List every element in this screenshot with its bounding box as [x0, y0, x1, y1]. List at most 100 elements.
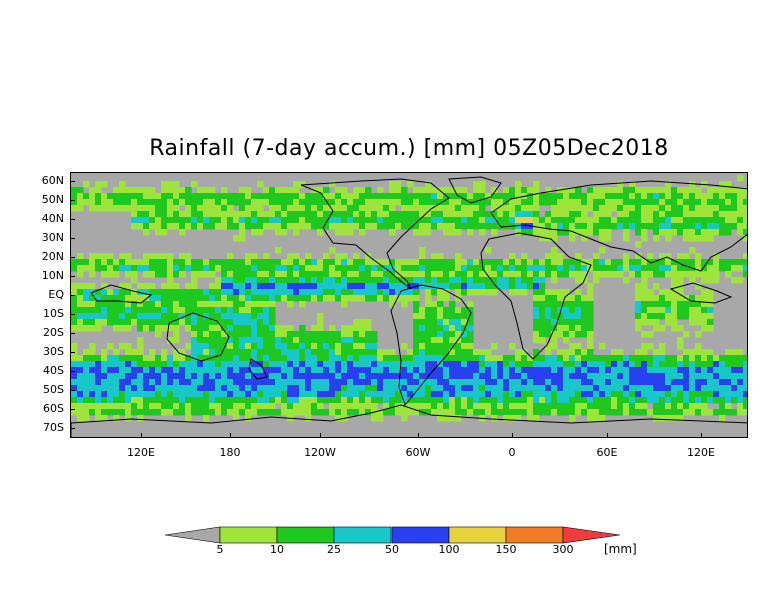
- rain-cell: [503, 217, 510, 224]
- rain-cell: [137, 391, 144, 398]
- rain-cell: [113, 397, 120, 404]
- rain-cell: [437, 415, 444, 422]
- rain-cell: [233, 391, 240, 398]
- rain-cell: [575, 379, 582, 386]
- rain-cell: [149, 283, 156, 290]
- rain-cell: [77, 325, 84, 332]
- rain-cell: [623, 229, 630, 236]
- rain-cell: [455, 253, 462, 260]
- rain-cell: [137, 199, 144, 206]
- rain-cell: [389, 223, 396, 230]
- rain-cell: [557, 289, 564, 296]
- rain-cell: [605, 199, 612, 206]
- rain-cell: [611, 355, 618, 362]
- rain-cell: [209, 391, 216, 398]
- rain-cell: [95, 403, 102, 410]
- rain-cell: [473, 187, 480, 194]
- rain-cell: [341, 199, 348, 206]
- lon-label-180-1: 180: [219, 446, 241, 459]
- rain-cell: [527, 373, 534, 380]
- rain-cell: [179, 211, 186, 218]
- rain-cell: [191, 385, 198, 392]
- rain-cell: [737, 391, 744, 398]
- rain-cell: [527, 271, 534, 278]
- rain-cell: [413, 265, 420, 272]
- rain-cell: [131, 205, 138, 212]
- rain-cell: [647, 343, 654, 350]
- rain-cell: [575, 289, 582, 296]
- rain-cell: [83, 283, 90, 290]
- rain-cell: [449, 391, 456, 398]
- rain-cell: [455, 319, 462, 326]
- rain-cell: [719, 367, 726, 374]
- rain-cell: [671, 301, 678, 308]
- rain-cell: [581, 307, 588, 314]
- rain-cell: [377, 277, 384, 284]
- rain-cell: [437, 193, 444, 200]
- rain-cell: [665, 415, 672, 422]
- rain-cell: [641, 223, 648, 230]
- rain-cell: [317, 223, 324, 230]
- rain-cell: [239, 361, 246, 368]
- rain-cell: [269, 307, 276, 314]
- rain-cell: [335, 343, 342, 350]
- rain-cell: [635, 217, 642, 224]
- rain-cell: [407, 385, 414, 392]
- rain-cell: [335, 271, 342, 278]
- rain-cell: [83, 397, 90, 404]
- rain-cell: [449, 325, 456, 332]
- rain-cell: [185, 313, 192, 320]
- rain-cell: [695, 319, 702, 326]
- rain-cell: [107, 355, 114, 362]
- rain-cell: [143, 301, 150, 308]
- rain-cell: [341, 295, 348, 302]
- rain-cell: [275, 271, 282, 278]
- lat-label-30n: 30N: [41, 231, 64, 244]
- rain-cell: [647, 187, 654, 194]
- rain-cell: [617, 187, 624, 194]
- rain-cell: [653, 385, 660, 392]
- rain-cell: [101, 295, 108, 302]
- rain-cell: [581, 325, 588, 332]
- rain-cell: [665, 259, 672, 266]
- rain-cell: [323, 337, 330, 344]
- rain-cell: [437, 253, 444, 260]
- rain-cell: [695, 385, 702, 392]
- rain-cell: [335, 379, 342, 386]
- rain-cell: [599, 361, 606, 368]
- rain-cell: [101, 373, 108, 380]
- rain-cell: [641, 307, 648, 314]
- rain-cell: [623, 409, 630, 416]
- rain-cell: [473, 379, 480, 386]
- rain-cell: [131, 361, 138, 368]
- rain-cell: [635, 385, 642, 392]
- rain-cell: [317, 397, 324, 404]
- rain-cell: [335, 361, 342, 368]
- rain-cell: [503, 409, 510, 416]
- rain-cell: [443, 223, 450, 230]
- rain-cell: [725, 361, 732, 368]
- rain-cell: [665, 361, 672, 368]
- rain-cell: [107, 379, 114, 386]
- rain-cell: [299, 397, 306, 404]
- rain-cell: [353, 373, 360, 380]
- rain-cell: [317, 337, 324, 344]
- rain-cell: [383, 289, 390, 296]
- rain-cell: [311, 223, 318, 230]
- rain-cell: [287, 409, 294, 416]
- rain-cell: [305, 223, 312, 230]
- rain-cell: [323, 223, 330, 230]
- rain-cell: [107, 385, 114, 392]
- rain-cell: [737, 217, 744, 224]
- rain-cell: [293, 373, 300, 380]
- rain-cell: [701, 205, 708, 212]
- rain-cell: [371, 193, 378, 200]
- rain-cell: [209, 385, 216, 392]
- rain-cell: [137, 307, 144, 314]
- rain-cell: [209, 307, 216, 314]
- rain-cell: [725, 199, 732, 206]
- rain-cell: [497, 367, 504, 374]
- rain-cell: [533, 403, 540, 410]
- rain-cell: [569, 301, 576, 308]
- rain-cell: [143, 391, 150, 398]
